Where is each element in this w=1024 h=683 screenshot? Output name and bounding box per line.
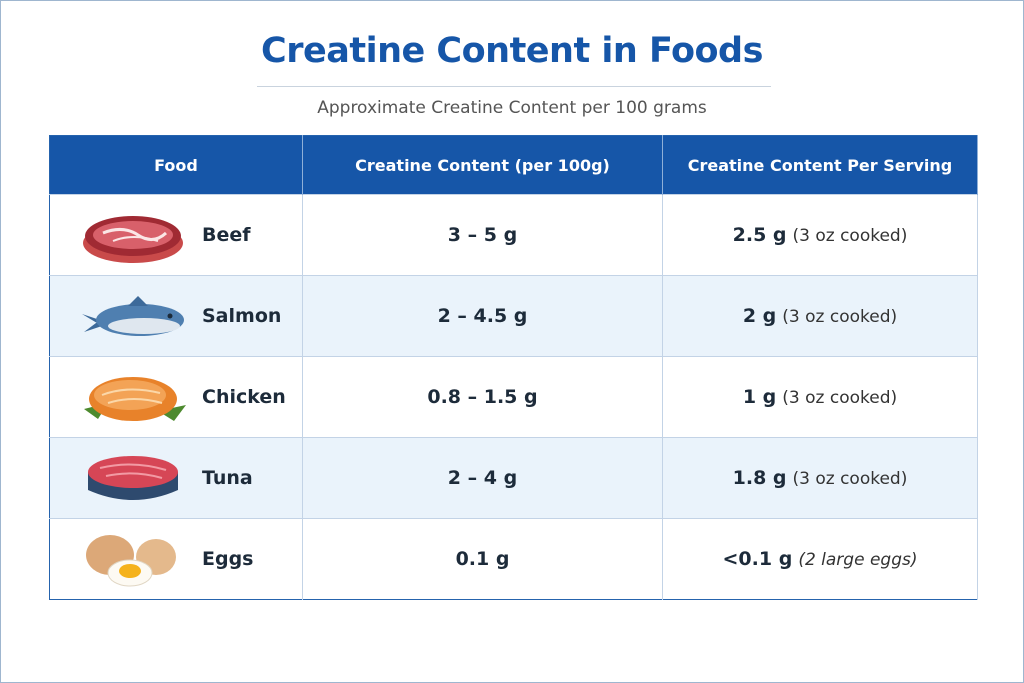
serving-amount: 1.8 g <box>732 467 787 489</box>
title: Creatine Content in Foods <box>261 31 763 71</box>
food-cell: Chicken <box>49 356 303 438</box>
per-100g: 3 – 5 g <box>302 194 663 276</box>
salmon-icon <box>82 296 184 336</box>
serving: 1.8 g (3 oz cooked) <box>662 437 978 519</box>
food-cell: Salmon <box>49 275 303 357</box>
food-name: Eggs <box>202 548 254 570</box>
serving-amount: <0.1 g <box>722 548 793 570</box>
row: Eggs 0.1 g <0.1 g (2 large eggs) <box>49 518 978 600</box>
serving-note: (3 oz cooked) <box>792 226 908 246</box>
serving-amount: 1 g <box>742 386 777 408</box>
serving-note: (2 large eggs) <box>798 550 918 570</box>
row: Salmon 2 – 4.5 g 2 g (3 oz cooked) <box>49 275 978 357</box>
eggs-icon <box>86 535 176 587</box>
serving-amount: 2.5 g <box>732 224 787 246</box>
tuna-icon <box>88 456 178 500</box>
divider <box>257 86 771 87</box>
column-header: Creatine Content Per Serving <box>662 135 978 195</box>
food-cell: Tuna <box>49 437 303 519</box>
header-row: Food Creatine Content (per 100g) Creatin… <box>49 135 978 195</box>
per-100g: 2 – 4 g <box>302 437 663 519</box>
column-header: Creatine Content (per 100g) <box>302 135 663 195</box>
food-name: Chicken <box>202 386 286 408</box>
row: Tuna 2 – 4 g 1.8 g (3 oz cooked) <box>49 437 978 519</box>
food-cell: Eggs <box>49 518 303 600</box>
serving: 1 g (3 oz cooked) <box>662 356 978 438</box>
per-100g: 2 – 4.5 g <box>302 275 663 357</box>
per-100g: 0.1 g <box>302 518 663 600</box>
food-name: Tuna <box>202 467 253 489</box>
subtitle: Approximate Creatine Content per 100 gra… <box>317 98 707 118</box>
serving-note: (3 oz cooked) <box>782 388 898 408</box>
serving: 2 g (3 oz cooked) <box>662 275 978 357</box>
per-100g: 0.8 – 1.5 g <box>302 356 663 438</box>
row: Beef 3 – 5 g 2.5 g (3 oz cooked) <box>49 194 978 276</box>
serving-note: (3 oz cooked) <box>792 469 908 489</box>
food-name: Salmon <box>202 305 282 327</box>
serving-note: (3 oz cooked) <box>782 307 898 327</box>
serving: 2.5 g (3 oz cooked) <box>662 194 978 276</box>
food-name: Beef <box>202 224 251 246</box>
row: Chicken 0.8 – 1.5 g 1 g (3 oz cooked) <box>49 356 978 438</box>
serving-amount: 2 g <box>742 305 777 327</box>
food-cell: Beef <box>49 194 303 276</box>
table: Food Creatine Content (per 100g) Creatin… <box>49 135 978 600</box>
column-header: Food <box>49 135 303 195</box>
chicken-icon <box>84 377 186 421</box>
beef-icon <box>83 216 183 263</box>
serving: <0.1 g (2 large eggs) <box>662 518 978 600</box>
